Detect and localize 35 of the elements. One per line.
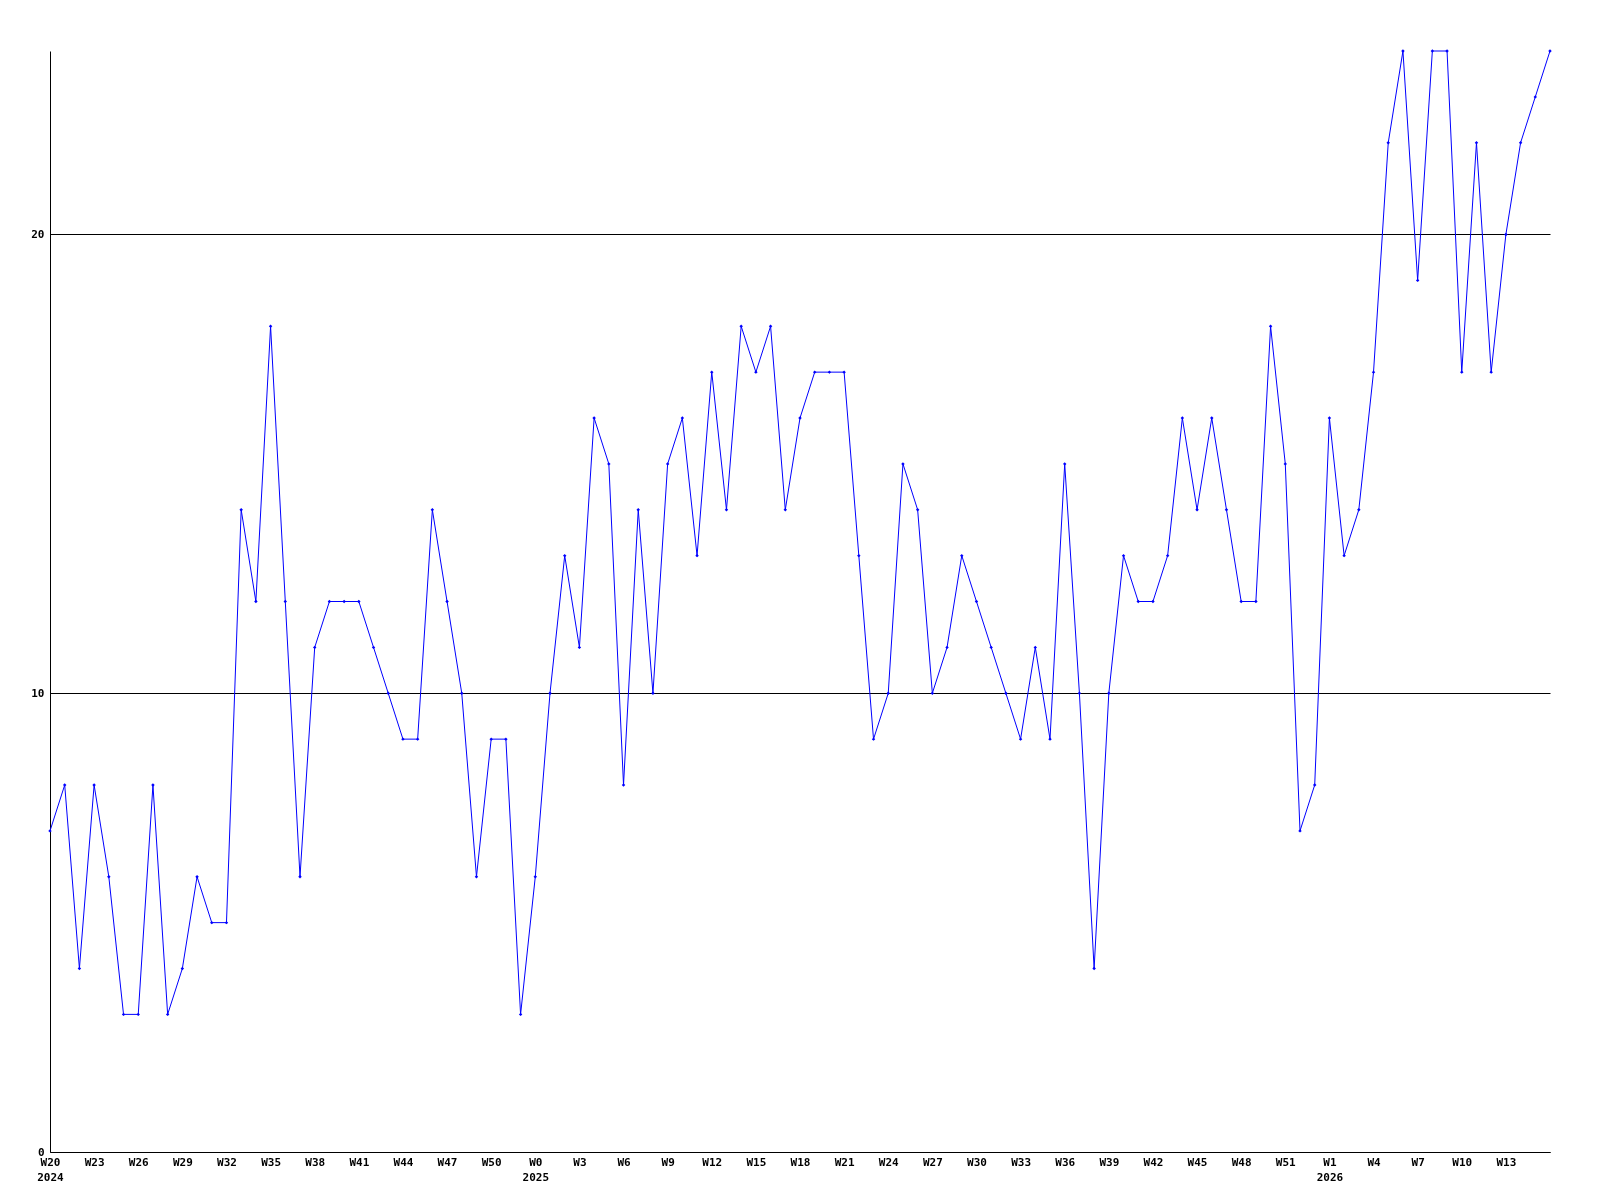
x-tick-label: W21 bbox=[834, 1155, 855, 1169]
y-tick-label: 20 bbox=[31, 228, 45, 241]
x-tick-label: W10 bbox=[1452, 1155, 1473, 1169]
x-tick-label: W23 bbox=[84, 1155, 105, 1169]
x-tick-label: W12 bbox=[702, 1155, 723, 1169]
x-tick-label: W0 2025 bbox=[522, 1155, 550, 1184]
x-tick-label: W44 bbox=[393, 1155, 414, 1169]
x-tick-label: W36 bbox=[1055, 1155, 1076, 1169]
x-tick-label: W47 bbox=[437, 1155, 458, 1169]
x-tick-label: W27 bbox=[922, 1155, 943, 1169]
x-tick-label: W26 bbox=[128, 1155, 150, 1169]
x-tick-label: W50 bbox=[481, 1155, 502, 1169]
x-tick-label: W7 bbox=[1411, 1155, 1425, 1169]
x-tick-label: W48 bbox=[1231, 1155, 1252, 1169]
x-tick-label: W24 bbox=[878, 1155, 900, 1169]
x-tick-label: W30 bbox=[967, 1155, 987, 1169]
y-tick-label: 10 bbox=[31, 686, 45, 700]
x-tick-label: W33 bbox=[1011, 1155, 1032, 1169]
x-tick-label: W1 2026 bbox=[1316, 1155, 1344, 1184]
x-tick-label: W45 bbox=[1187, 1155, 1208, 1169]
x-tick-label: W39 bbox=[1099, 1155, 1120, 1169]
x-tick-label: W51 bbox=[1275, 1155, 1297, 1169]
x-tick-label: W18 bbox=[790, 1155, 811, 1169]
x-tick-label: W13 bbox=[1496, 1155, 1517, 1169]
x-tick-label: W32 bbox=[217, 1155, 237, 1169]
x-tick-label: W3 bbox=[573, 1155, 587, 1169]
x-tick-label: W9 bbox=[661, 1155, 675, 1169]
x-tick-label: W15 bbox=[746, 1155, 767, 1169]
x-tick-label: W29 bbox=[172, 1155, 193, 1169]
x-tick-label: W38 bbox=[305, 1155, 326, 1169]
x-tick-label: W6 bbox=[617, 1155, 632, 1169]
x-tick-label: W42 bbox=[1143, 1155, 1164, 1169]
x-tick-label: W35 bbox=[261, 1155, 282, 1169]
x-tick-label: W41 bbox=[349, 1155, 370, 1169]
x-tick-label: W4 bbox=[1367, 1155, 1382, 1169]
